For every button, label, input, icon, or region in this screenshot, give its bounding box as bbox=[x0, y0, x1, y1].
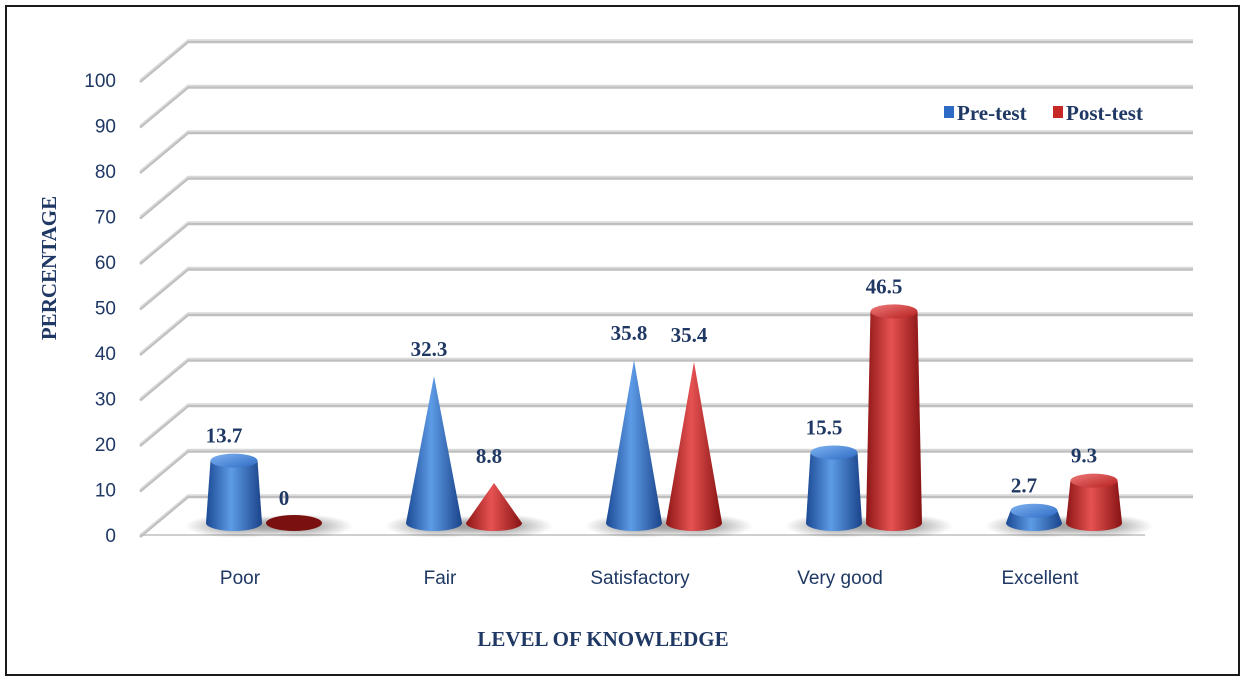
x-axis-categories: Poor Fair Satisfactory Very good Excellent bbox=[220, 568, 1079, 589]
y-tick-label: 100 bbox=[84, 71, 116, 92]
x-category-label: Satisfactory bbox=[590, 568, 690, 589]
gridline bbox=[139, 357, 1193, 402]
gridlines bbox=[139, 39, 1193, 538]
y-tick-label: 50 bbox=[95, 299, 116, 320]
y-tick-label: 80 bbox=[95, 162, 116, 183]
y-axis-title: PERCENTAGE bbox=[37, 196, 61, 340]
y-tick-label: 40 bbox=[95, 344, 116, 365]
legend-swatch-post-test bbox=[1053, 106, 1063, 118]
data-label: 35.4 bbox=[671, 323, 708, 347]
y-tick-label: 70 bbox=[95, 208, 116, 229]
bar-1-3 bbox=[866, 304, 922, 531]
bar-1-4 bbox=[1066, 473, 1122, 531]
data-label: 9.3 bbox=[1071, 444, 1097, 468]
y-tick-label: 10 bbox=[95, 481, 116, 502]
x-category-label: Poor bbox=[220, 568, 261, 589]
gridline bbox=[139, 403, 1193, 447]
gridline bbox=[139, 175, 1193, 220]
data-label: 2.7 bbox=[1011, 474, 1037, 498]
y-axis-ticks: 0 10 20 30 40 50 60 70 80 90 100 bbox=[84, 71, 116, 547]
bar-0-3 bbox=[806, 445, 862, 531]
gridline bbox=[139, 221, 1193, 265]
y-tick-label: 30 bbox=[95, 390, 116, 411]
bar-1-2 bbox=[666, 361, 722, 531]
bars bbox=[206, 304, 1122, 531]
gridline bbox=[139, 266, 1193, 311]
data-label: 13.7 bbox=[206, 424, 243, 448]
data-label: 8.8 bbox=[476, 444, 502, 468]
x-category-label: Fair bbox=[424, 568, 457, 589]
data-label: 32.3 bbox=[411, 337, 448, 361]
data-label: 46.5 bbox=[866, 274, 903, 298]
legend-swatch-pre-test bbox=[944, 106, 954, 118]
gridline bbox=[139, 448, 1193, 493]
bar-1-0 bbox=[266, 515, 322, 531]
y-tick-label: 60 bbox=[95, 253, 116, 274]
bar-0-4 bbox=[1006, 503, 1062, 531]
y-tick-label: 20 bbox=[95, 435, 116, 456]
legend-label-pre-test: Pre-test bbox=[957, 101, 1027, 125]
data-label: 0 bbox=[279, 486, 290, 510]
legend-label-post-test: Post-test bbox=[1066, 101, 1143, 125]
data-labels: 13.7 0 32.3 8.8 35.8 35.4 15.5 46.5 2.7 9.3 bbox=[206, 274, 1098, 510]
legend: Pre-test Post-test bbox=[944, 101, 1143, 125]
x-category-label: Very good bbox=[797, 568, 883, 589]
data-label: 35.8 bbox=[611, 321, 648, 345]
bar-0-0 bbox=[206, 453, 262, 531]
data-label: 15.5 bbox=[806, 415, 843, 439]
chart-frame bbox=[5, 5, 1240, 676]
gridline bbox=[139, 84, 1193, 129]
gridline bbox=[139, 39, 1193, 83]
bar-0-2 bbox=[606, 360, 662, 531]
bar-1-1 bbox=[466, 482, 522, 531]
gridline bbox=[139, 312, 1193, 356]
bar-0-1 bbox=[406, 376, 462, 531]
x-category-label: Excellent bbox=[1001, 568, 1079, 589]
gridline bbox=[139, 130, 1193, 174]
y-tick-label: 0 bbox=[105, 526, 116, 547]
y-tick-label: 90 bbox=[95, 117, 116, 138]
x-axis-title: LEVEL OF KNOWLEDGE bbox=[477, 627, 728, 651]
